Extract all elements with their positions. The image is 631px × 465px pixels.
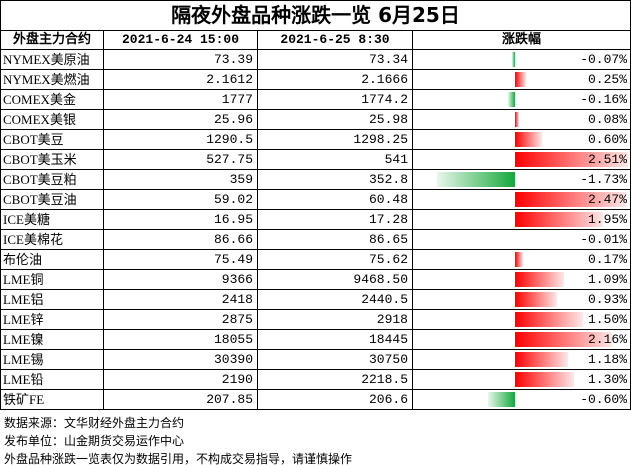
prev-price: 2190 bbox=[104, 370, 258, 390]
change-bar bbox=[515, 112, 519, 127]
product-name: ICE美糖 bbox=[0, 210, 104, 230]
change-bar bbox=[515, 312, 583, 327]
curr-price: 17.28 bbox=[258, 210, 413, 230]
change-label: 2.47% bbox=[587, 192, 627, 207]
change-bar bbox=[437, 172, 515, 187]
change-label: 0.60% bbox=[587, 132, 627, 147]
prev-price: 73.39 bbox=[104, 50, 258, 70]
curr-price: 1774.2 bbox=[258, 90, 413, 110]
footer-line: 外盘品种涨跌一览表仅为数据引用，不构成交易指导，请谨慎操作 bbox=[4, 452, 353, 465]
column-header: 2021-6-25 8:30 bbox=[258, 31, 413, 50]
curr-price: 2.1666 bbox=[258, 70, 413, 90]
footer-line: 数据来源：文华财经外盘主力合约 bbox=[4, 416, 185, 430]
prev-price: 1290.5 bbox=[104, 130, 258, 150]
product-name: LME铜 bbox=[0, 270, 104, 290]
title: 隔夜外盘品种涨跌一览 6月25日 bbox=[0, 0, 631, 31]
curr-price: 2218.5 bbox=[258, 370, 413, 390]
product-name: CBOT美玉米 bbox=[0, 150, 104, 170]
change-bar bbox=[515, 152, 628, 167]
change-bar bbox=[515, 192, 627, 207]
prev-price: 25.96 bbox=[104, 110, 258, 130]
product-name: 铁矿FE bbox=[0, 390, 104, 410]
change-label: 1.30% bbox=[587, 372, 627, 387]
curr-price: 352.8 bbox=[258, 170, 413, 190]
curr-price: 206.6 bbox=[258, 390, 413, 410]
prev-price: 16.95 bbox=[104, 210, 258, 230]
product-name: LME铅 bbox=[0, 370, 104, 390]
column-header: 外盘主力合约 bbox=[0, 31, 104, 50]
product-name: NYMEX美原油 bbox=[0, 50, 104, 70]
change-bar bbox=[515, 332, 613, 347]
column-header: 涨跌幅 bbox=[413, 31, 631, 50]
change-bar bbox=[515, 72, 527, 87]
change-label: 1.50% bbox=[587, 312, 627, 327]
change-bar bbox=[515, 132, 542, 147]
product-name: LME锌 bbox=[0, 310, 104, 330]
curr-price: 75.62 bbox=[258, 250, 413, 270]
change-label: 2.51% bbox=[587, 152, 627, 167]
change-bar bbox=[515, 272, 565, 287]
change-label: 0.17% bbox=[587, 252, 627, 267]
change-label: -0.01% bbox=[580, 232, 627, 247]
product-name: COMEX美金 bbox=[0, 90, 104, 110]
curr-price: 30750 bbox=[258, 350, 413, 370]
change-bar bbox=[515, 352, 569, 367]
column-header: 2021-6-24 15:00 bbox=[104, 31, 258, 50]
change-label: 1.18% bbox=[587, 352, 627, 367]
change-label: 0.93% bbox=[587, 292, 627, 307]
prev-price: 207.85 bbox=[104, 390, 258, 410]
prev-price: 359 bbox=[104, 170, 258, 190]
curr-price: 541 bbox=[258, 150, 413, 170]
curr-price: 9468.50 bbox=[258, 270, 413, 290]
change-label: -0.60% bbox=[580, 392, 627, 407]
prev-price: 527.75 bbox=[104, 150, 258, 170]
curr-price: 60.48 bbox=[258, 190, 413, 210]
curr-price: 73.34 bbox=[258, 50, 413, 70]
change-bar bbox=[515, 292, 557, 307]
change-bar bbox=[488, 392, 515, 407]
prev-price: 2875 bbox=[104, 310, 258, 330]
prev-price: 86.66 bbox=[104, 230, 258, 250]
prev-price: 75.49 bbox=[104, 250, 258, 270]
change-label: -1.73% bbox=[580, 172, 627, 187]
product-name: CBOT美豆油 bbox=[0, 190, 104, 210]
change-bar bbox=[515, 252, 523, 267]
product-name: ICE美棉花 bbox=[0, 230, 104, 250]
curr-price: 1298.25 bbox=[258, 130, 413, 150]
product-name: COMEX美银 bbox=[0, 110, 104, 130]
change-label: -0.07% bbox=[580, 52, 627, 67]
change-label: 0.25% bbox=[587, 72, 627, 87]
change-bar bbox=[507, 92, 515, 107]
prev-price: 2.1612 bbox=[104, 70, 258, 90]
curr-price: 2918 bbox=[258, 310, 413, 330]
product-name: LME铝 bbox=[0, 290, 104, 310]
change-label: 1.95% bbox=[587, 212, 627, 227]
change-label: 0.08% bbox=[587, 112, 627, 127]
product-name: LME镍 bbox=[0, 330, 104, 350]
change-bar bbox=[515, 372, 574, 387]
prev-price: 1777 bbox=[104, 90, 258, 110]
curr-price: 86.65 bbox=[258, 230, 413, 250]
curr-price: 2440.5 bbox=[258, 290, 413, 310]
product-name: CBOT美豆 bbox=[0, 130, 104, 150]
product-name: NYMEX美燃油 bbox=[0, 70, 104, 90]
prev-price: 59.02 bbox=[104, 190, 258, 210]
curr-price: 18445 bbox=[258, 330, 413, 350]
change-label: -0.16% bbox=[580, 92, 627, 107]
product-name: LME锡 bbox=[0, 350, 104, 370]
change-label: 2.16% bbox=[587, 332, 627, 347]
change-bar bbox=[511, 52, 515, 67]
footer-line: 发布单位：山金期货交易运作中心 bbox=[4, 434, 185, 448]
product-name: 布伦油 bbox=[0, 250, 104, 270]
prev-price: 18055 bbox=[104, 330, 258, 350]
prev-price: 30390 bbox=[104, 350, 258, 370]
prev-price: 2418 bbox=[104, 290, 258, 310]
change-label: 1.09% bbox=[587, 272, 627, 287]
change-bar bbox=[515, 212, 603, 227]
curr-price: 25.98 bbox=[258, 110, 413, 130]
prev-price: 9366 bbox=[104, 270, 258, 290]
product-name: CBOT美豆粕 bbox=[0, 170, 104, 190]
